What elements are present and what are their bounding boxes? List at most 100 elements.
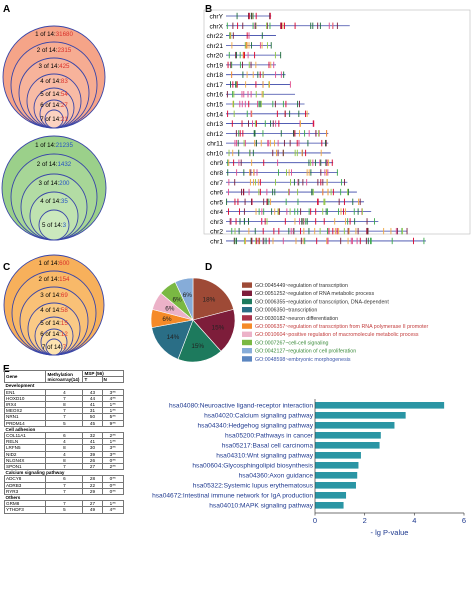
methylation-mark	[347, 218, 349, 225]
methylation-mark	[269, 139, 271, 147]
methylation-mark	[308, 227, 310, 235]
table-cell: 2**	[101, 463, 124, 471]
methylation-mark	[227, 169, 229, 176]
methylation-mark	[262, 91, 264, 98]
venn-label-value: 83	[61, 78, 68, 85]
table-section-row: Cell adhesion	[4, 425, 124, 434]
methylation-mark	[252, 12, 254, 20]
methylation-mark	[266, 42, 268, 49]
methylation-mark	[254, 51, 256, 59]
methylation-mark	[275, 179, 276, 186]
methylation-mark	[280, 71, 282, 78]
venn-label-prefix: 5 of 14:	[42, 222, 63, 229]
methylation-mark	[326, 179, 328, 186]
bar-label: hsa04672:Intestinal immune network for I…	[152, 493, 313, 500]
methylation-mark	[277, 139, 279, 147]
methylation-mark	[336, 169, 338, 176]
methylation-mark	[248, 32, 250, 39]
methylation-mark	[234, 237, 236, 245]
pie-label: 6%	[183, 292, 193, 299]
methylation-mark	[228, 149, 230, 157]
methylation-mark	[327, 208, 328, 215]
table-section-row: Development	[4, 382, 124, 390]
methylation-mark	[299, 218, 301, 225]
methylation-mark	[274, 51, 276, 59]
legend-swatch	[242, 348, 252, 354]
methylation-mark	[367, 237, 369, 245]
methylation-mark	[250, 237, 252, 245]
methylation-mark	[236, 12, 238, 20]
methylation-mark	[266, 22, 268, 29]
methylation-mark	[246, 110, 248, 117]
methylation-mark	[266, 188, 268, 196]
methylation-mark	[401, 227, 403, 235]
methylation-mark	[232, 22, 234, 29]
methylation-mark	[340, 208, 342, 215]
venn-c: 1 of 14:600 2 of 14:154 3 of 14:69 4 of 14:…	[3, 254, 105, 356]
methylation-mark	[242, 51, 244, 59]
methylation-mark	[347, 188, 349, 196]
methylation-mark	[274, 100, 276, 108]
methylation-mark	[357, 227, 359, 235]
methylation-mark	[307, 139, 309, 147]
methylation-mark	[248, 100, 250, 108]
methylation-mark	[275, 120, 277, 127]
pie-label: 18%	[203, 297, 216, 304]
table-cell: 5**	[101, 413, 124, 421]
methylation-mark	[259, 179, 261, 186]
methylation-mark	[336, 22, 338, 29]
venn-label-1: 1 of 14:31680	[35, 31, 73, 38]
table-cell: 32	[82, 432, 103, 440]
chromosome-label: chr2	[210, 229, 223, 236]
table-cell: 26	[82, 456, 103, 465]
methylation-mark	[262, 71, 264, 78]
methylation-mark	[255, 91, 257, 98]
chromosome-label: chr9	[210, 160, 223, 167]
methylation-mark	[318, 130, 320, 137]
venn-label-value: 21	[61, 116, 68, 123]
methylation-mark	[261, 91, 263, 98]
methylation-mark	[401, 227, 403, 235]
methylation-mark	[235, 218, 237, 225]
th-n: N	[101, 376, 124, 384]
table-cell: ADCY8	[3, 475, 47, 483]
table-cell: 1**	[101, 400, 124, 409]
methylation-mark	[243, 169, 245, 176]
legend-swatch	[242, 356, 252, 362]
methylation-mark	[251, 198, 252, 206]
table-cell: 27	[82, 500, 103, 508]
methylation-mark	[315, 218, 317, 225]
methylation-mark	[315, 208, 317, 215]
table-cell: 49	[82, 506, 103, 514]
venn-label-6: 6 of 14:12	[40, 331, 68, 338]
table-cell: 39	[82, 450, 103, 458]
methylation-mark	[325, 159, 327, 166]
methylation-mark	[299, 100, 300, 108]
methylation-mark	[268, 139, 270, 147]
methylation-mark	[310, 159, 312, 166]
methylation-mark	[296, 139, 298, 147]
methylation-mark	[317, 198, 319, 206]
legend-swatch	[242, 339, 252, 346]
table-row: YTHDF3 5 49 4**	[3, 506, 124, 514]
methylation-mark	[367, 227, 369, 235]
methylation-mark	[282, 237, 284, 245]
methylation-mark	[283, 71, 285, 78]
venn-label-3: 3 of 14:69	[40, 292, 68, 299]
methylation-mark	[300, 237, 302, 245]
methylation-mark	[275, 71, 277, 78]
table-cell: 1**	[101, 438, 124, 446]
table-cell: YTHDF3	[3, 506, 47, 514]
pie-label: 15%	[212, 325, 225, 332]
methylation-mark	[268, 61, 270, 69]
methylation-mark	[343, 227, 345, 235]
methylation-mark	[251, 198, 253, 206]
methylation-mark	[263, 198, 265, 206]
panel-label-a: A	[3, 4, 10, 15]
methylation-mark	[243, 51, 245, 59]
methylation-mark	[320, 179, 322, 186]
bar	[315, 462, 359, 469]
methylation-mark	[244, 218, 245, 225]
methylation-mark	[258, 188, 260, 196]
methylation-mark	[344, 179, 345, 186]
